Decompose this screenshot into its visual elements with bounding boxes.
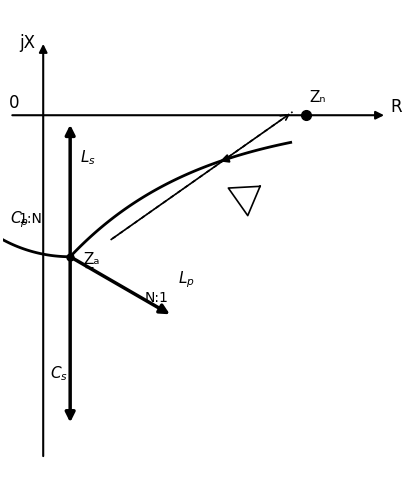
Text: R: R bbox=[389, 98, 401, 116]
Text: Zₙ: Zₙ bbox=[309, 90, 325, 105]
Text: Z̲ₐ: Z̲ₐ bbox=[83, 252, 100, 268]
Text: N:1: N:1 bbox=[145, 291, 168, 305]
Text: L$_s$: L$_s$ bbox=[80, 148, 96, 167]
Text: 0: 0 bbox=[9, 94, 19, 112]
Text: 1:N: 1:N bbox=[18, 212, 42, 226]
Text: L$_p$: L$_p$ bbox=[177, 270, 194, 290]
Text: C$_p$: C$_p$ bbox=[9, 209, 28, 230]
Text: jX: jX bbox=[19, 34, 36, 52]
Text: C$_s$: C$_s$ bbox=[50, 364, 68, 382]
